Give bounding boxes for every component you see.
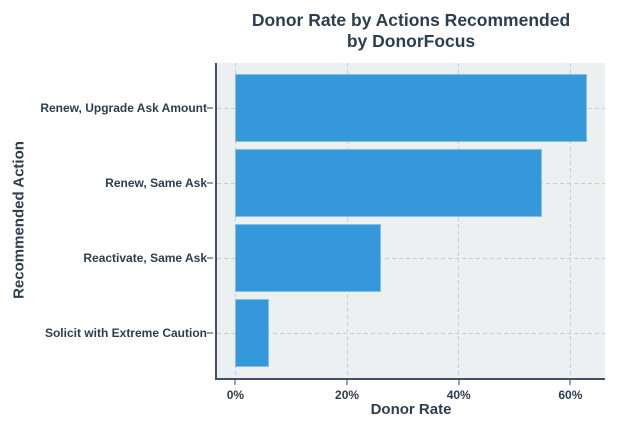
category-label-renew-same-ask: Renew, Same Ask <box>105 176 207 190</box>
bar-renew-same-ask <box>235 149 543 217</box>
category-label-renew-upgrade-ask-amount: Renew, Upgrade Ask Amount <box>40 101 207 115</box>
y-tick-mark-reactivate-same-ask <box>207 257 213 259</box>
y-tick-mark-renew-upgrade-ask-amount <box>207 107 213 109</box>
category-label-reactivate-same-ask: Reactivate, Same Ask <box>83 251 207 265</box>
gridline-x-60% <box>569 63 571 378</box>
y-tick-mark-solicit-with-extreme-caution <box>207 332 213 334</box>
y-axis-title: Recommended Action <box>10 141 28 299</box>
gridline-y-solicit-with-extreme-caution <box>217 332 605 334</box>
bar-reactivate-same-ask <box>235 224 381 292</box>
chart-title-line-2: by DonorFocus <box>346 31 476 51</box>
x-tick-label-60%: 60% <box>558 388 583 402</box>
bar-renew-upgrade-ask-amount <box>235 74 588 142</box>
gridline-y-reactivate-same-ask <box>217 257 605 259</box>
x-tick-mark-60% <box>569 380 572 385</box>
x-tick-mark-40% <box>457 380 460 385</box>
bar-solicit-with-extreme-caution <box>235 299 269 367</box>
chart-title-line-1: Donor Rate by Actions Recommended <box>251 10 571 30</box>
gridline-x-40% <box>458 63 460 378</box>
x-axis-title: Donor Rate <box>370 401 452 418</box>
x-tick-mark-20% <box>346 380 349 385</box>
plot-panel <box>215 63 605 380</box>
x-tick-label-20%: 20% <box>335 388 360 402</box>
y-tick-mark-renew-same-ask <box>207 182 213 184</box>
x-tick-label-0%: 0% <box>226 388 245 402</box>
gridline-x-20% <box>346 63 348 378</box>
x-tick-mark-0% <box>234 380 237 385</box>
chart-title: Donor Rate by Actions Recommended by Don… <box>215 10 607 52</box>
x-tick-label-40%: 40% <box>446 388 471 402</box>
category-label-solicit-with-extreme-caution: Solicit with Extreme Caution <box>44 326 207 340</box>
gridline-x-0% <box>234 63 236 378</box>
